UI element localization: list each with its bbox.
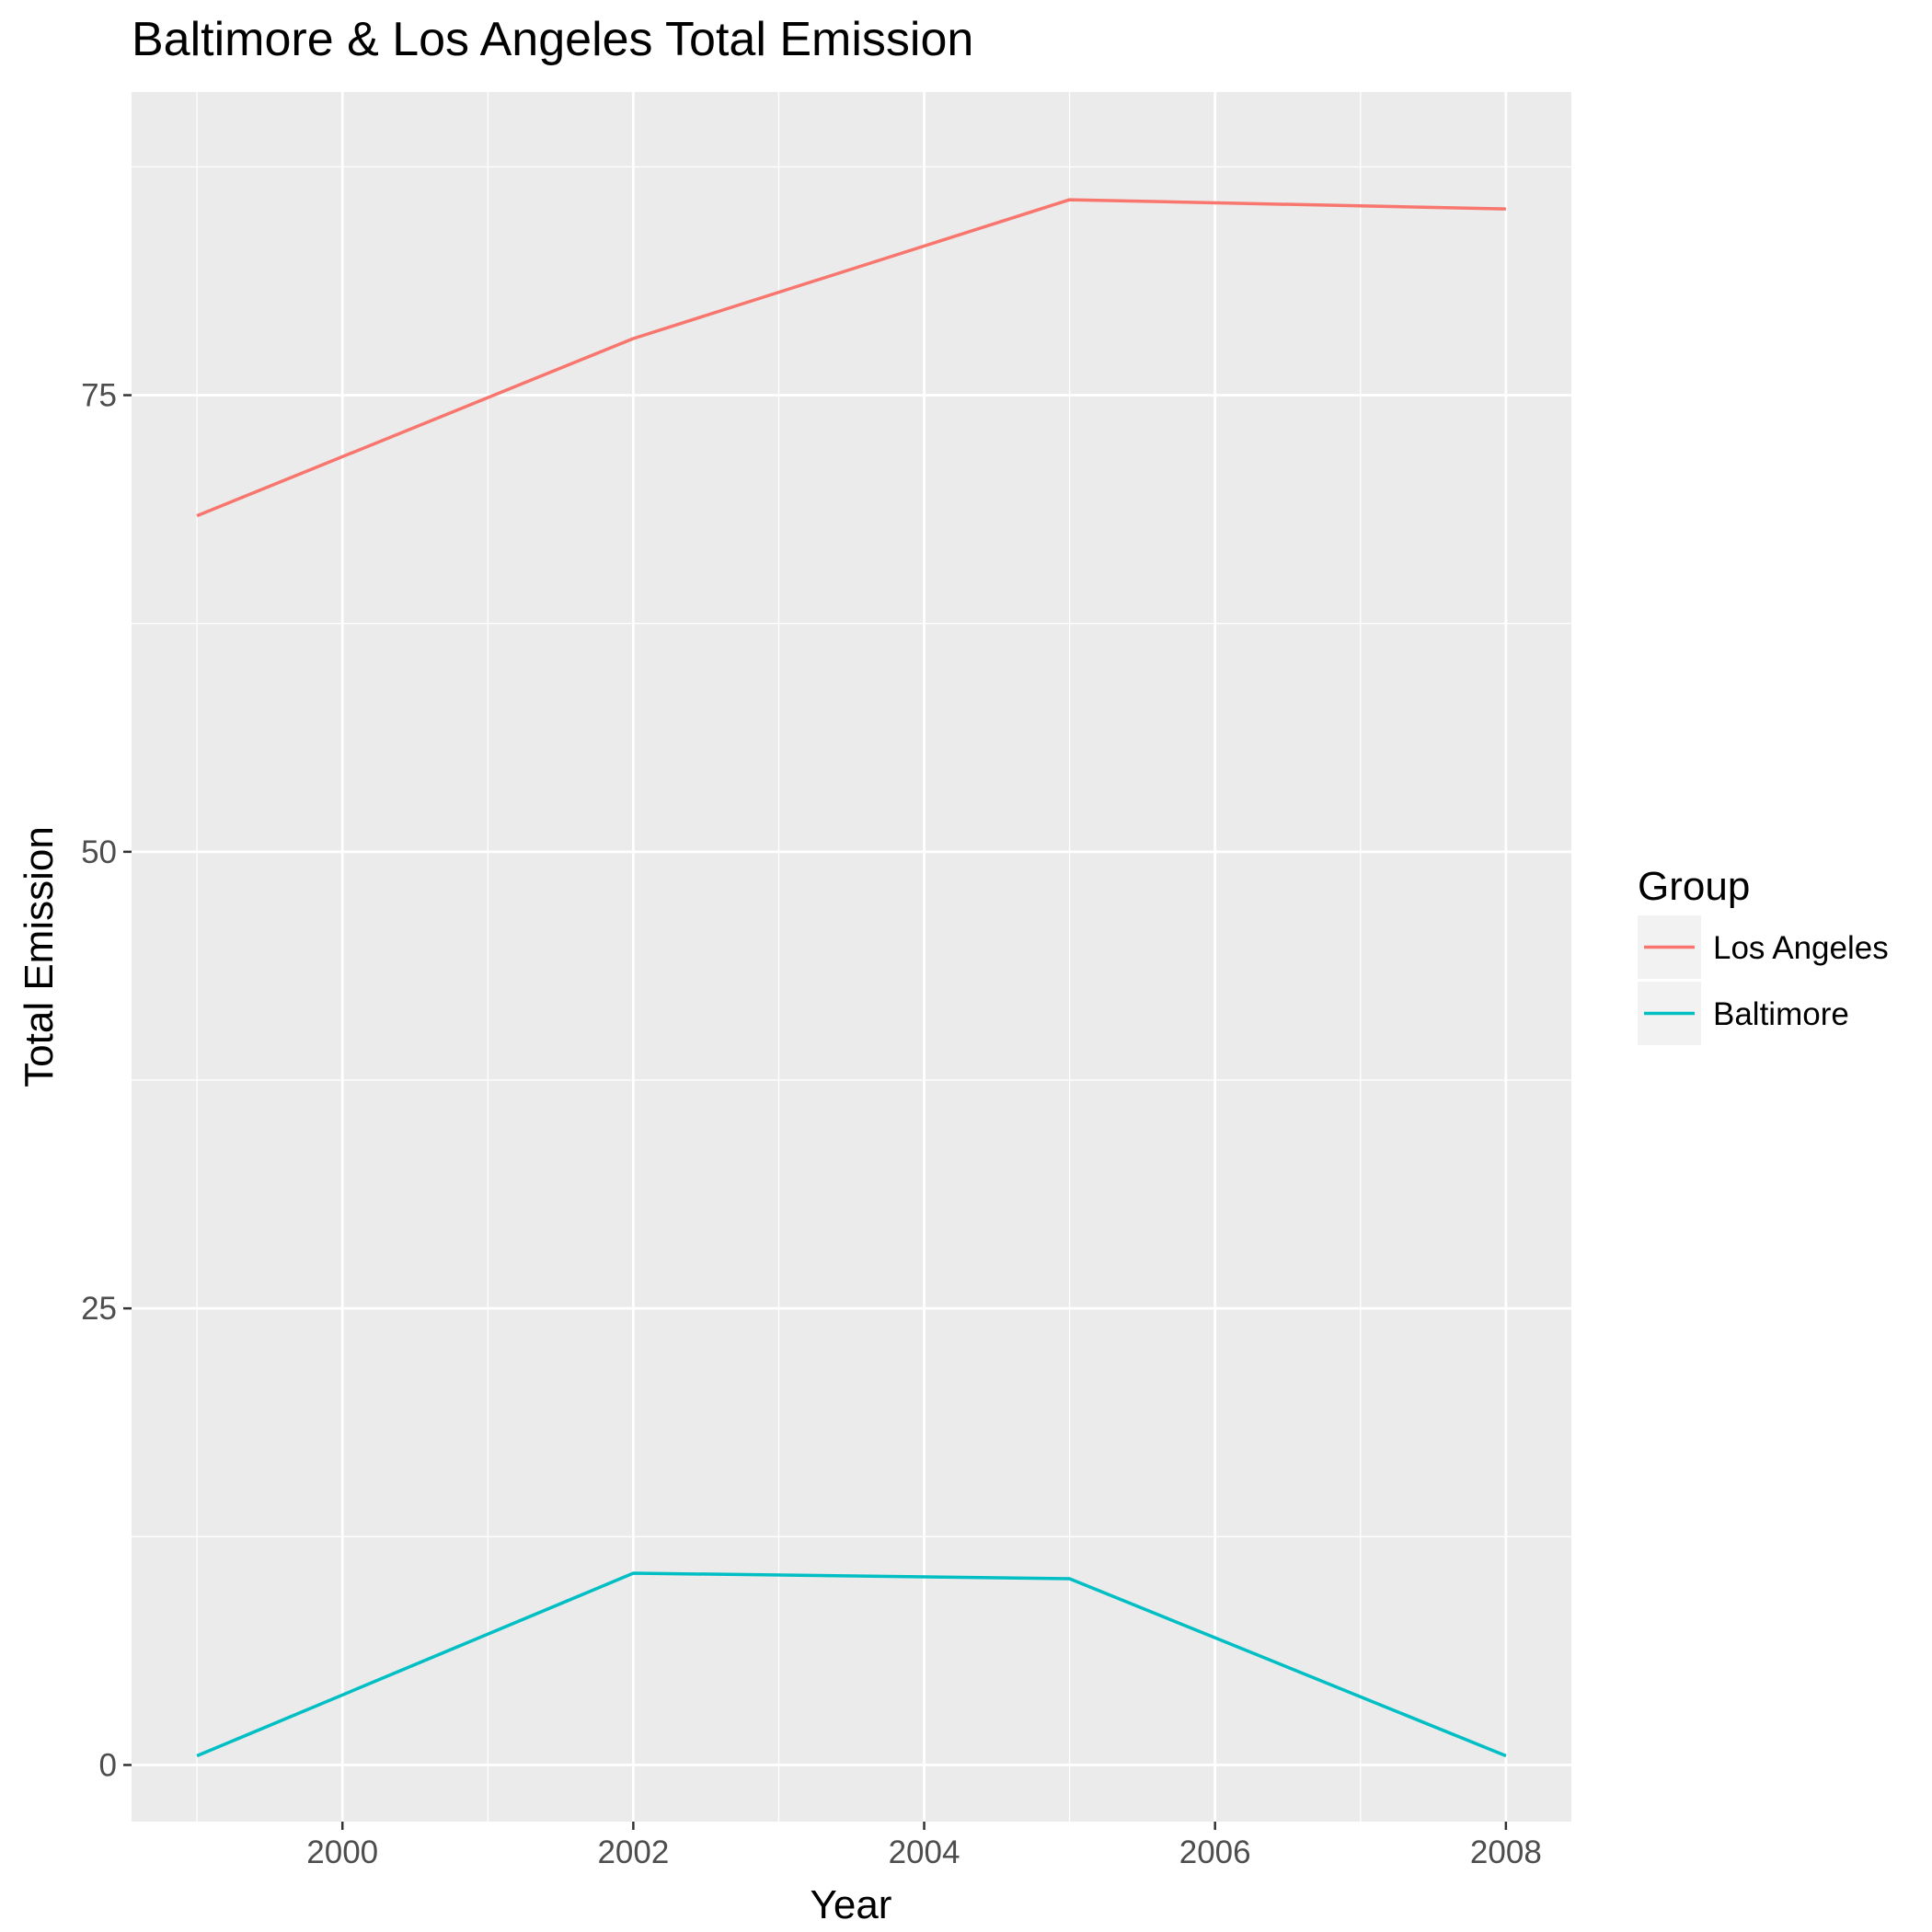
series-line-los-angeles xyxy=(196,198,1506,518)
y-tick-label: 75 xyxy=(81,378,117,414)
y-axis: 0 25 50 75 xyxy=(81,378,132,1783)
x-tick-label: 2000 xyxy=(306,1834,378,1870)
legend-title: Group xyxy=(1638,864,1750,909)
y-axis-title: Total Emission xyxy=(17,826,62,1087)
y-tick-label: 25 xyxy=(81,1291,117,1327)
minor-gridlines xyxy=(132,92,1571,1822)
x-tick-label: 2006 xyxy=(1179,1834,1251,1870)
x-tick-label: 2002 xyxy=(597,1834,669,1870)
plot-panel xyxy=(132,92,1571,1822)
y-tick-label: 50 xyxy=(81,834,117,870)
x-tick-label: 2004 xyxy=(889,1834,960,1870)
legend: Group Los Angeles Baltimore xyxy=(1638,864,1889,1045)
chart-title: Baltimore & Los Angeles Total Emission xyxy=(132,13,973,66)
x-axis: 2000 2002 2004 2006 2008 xyxy=(306,1822,1542,1870)
series-lines xyxy=(196,198,1507,1758)
legend-items: Los Angeles Baltimore xyxy=(1638,915,1889,1045)
legend-label: Baltimore xyxy=(1713,996,1849,1032)
x-tick-label: 2008 xyxy=(1470,1834,1542,1870)
x-axis-title: Year xyxy=(811,1882,892,1927)
y-tick-label: 0 xyxy=(99,1747,117,1783)
series-line-baltimore xyxy=(196,1571,1507,1758)
legend-label: Los Angeles xyxy=(1713,930,1889,966)
major-gridlines xyxy=(132,92,1571,1822)
